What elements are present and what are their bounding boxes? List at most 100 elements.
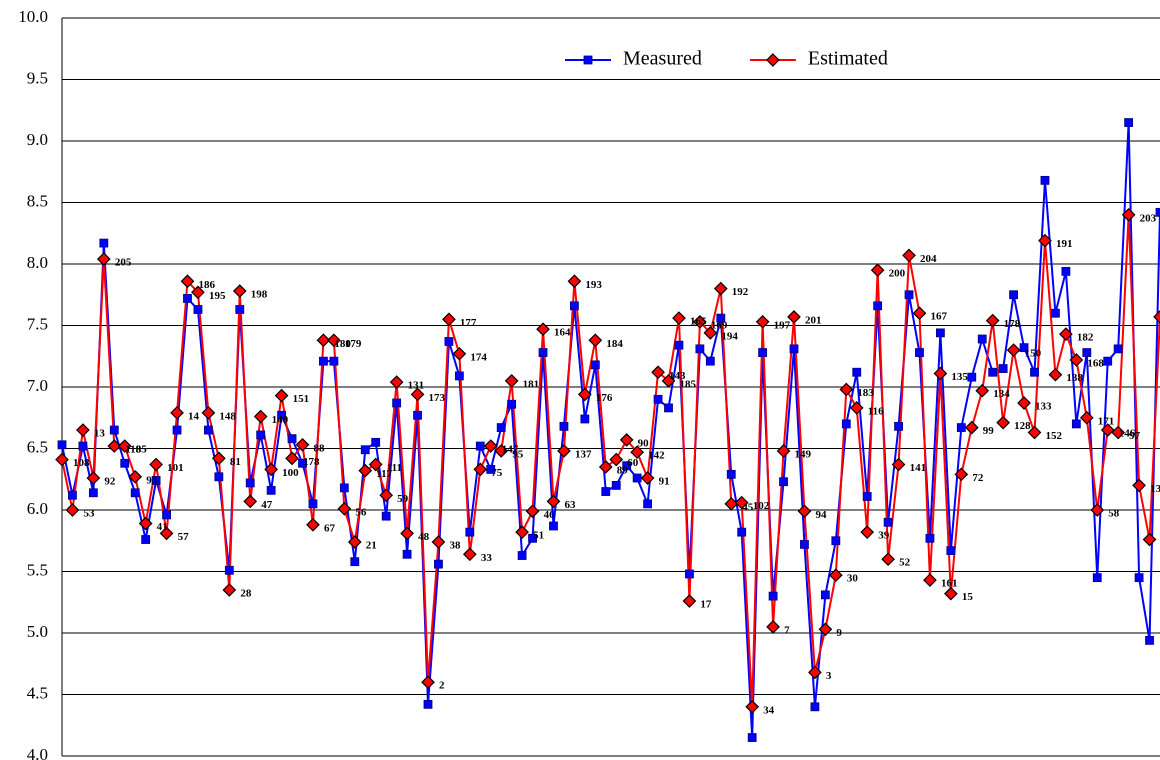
marker [327, 333, 341, 348]
marker [567, 274, 582, 289]
marker [808, 665, 822, 680]
point-label: 45 [742, 501, 754, 513]
marker [588, 333, 603, 348]
y-tick-label: 8.0 [27, 253, 48, 272]
series-line [61, 214, 1160, 707]
point-label: 150 [1025, 348, 1042, 360]
marker [1079, 410, 1094, 425]
y-tick-label: 7.5 [27, 314, 48, 333]
point-label: 117 [376, 468, 392, 480]
marker [766, 53, 780, 67]
point-label: 132 [1150, 483, 1160, 495]
point-label: 67 [324, 522, 336, 534]
marker [347, 535, 362, 549]
point-label: 89 [617, 464, 629, 476]
marker [212, 451, 226, 466]
marker [944, 586, 958, 601]
point-label: 38 [449, 540, 461, 552]
marker [870, 263, 885, 277]
marker [818, 622, 833, 637]
marker [643, 499, 652, 509]
marker [590, 360, 600, 370]
point-label: 191 [1056, 238, 1073, 250]
marker [998, 364, 1008, 373]
marker [546, 494, 561, 509]
marker [828, 568, 843, 583]
marker [902, 248, 916, 263]
point-label: 101 [167, 462, 184, 474]
marker [766, 620, 780, 634]
marker [1061, 266, 1071, 276]
marker [964, 420, 979, 435]
marker [580, 414, 590, 424]
point-label: 146 [1119, 428, 1136, 440]
point-label: 102 [753, 500, 770, 512]
marker [1038, 233, 1052, 248]
point-label: 165 [690, 316, 707, 328]
marker [1124, 118, 1134, 127]
point-label: 75 [491, 467, 503, 479]
marker [360, 445, 370, 455]
marker [1103, 356, 1113, 366]
marker [933, 366, 948, 381]
point-labels: 1085313922051188593411015714186195148812… [73, 212, 1160, 716]
marker [758, 348, 768, 357]
marker [222, 583, 237, 597]
marker [904, 290, 914, 300]
marker [1019, 343, 1029, 353]
marker [421, 675, 435, 690]
marker [285, 451, 299, 466]
point-label: 34 [763, 704, 775, 716]
marker [452, 346, 467, 361]
point-label: 91 [659, 476, 670, 488]
point-label: 7 [784, 624, 790, 636]
marker [653, 394, 663, 404]
marker [1017, 396, 1031, 410]
marker [1006, 343, 1021, 357]
marker [371, 437, 381, 447]
point-label: 177 [460, 317, 477, 329]
point-label: 53 [83, 508, 95, 520]
marker [444, 337, 454, 346]
marker [483, 439, 498, 453]
marker [337, 501, 352, 516]
marker [609, 452, 624, 467]
point-label: 201 [805, 314, 822, 326]
point-label: 168 [1087, 357, 1104, 369]
marker [956, 423, 966, 432]
legend: Measured Estimated [565, 48, 888, 70]
marker [1082, 348, 1092, 357]
marker [1059, 327, 1073, 341]
marker [703, 326, 718, 340]
point-label: 39 [878, 530, 890, 542]
marker [745, 699, 760, 714]
marker [873, 301, 883, 311]
marker [358, 463, 373, 478]
marker [1132, 478, 1146, 493]
marker [831, 536, 841, 546]
marker [682, 594, 697, 608]
point-label: 178 [1004, 318, 1021, 330]
point-label: 28 [240, 587, 252, 599]
marker [57, 440, 67, 450]
point-label: 137 [575, 448, 592, 460]
marker [350, 557, 360, 567]
point-label: 205 [115, 257, 132, 269]
marker [475, 441, 485, 451]
marker [1145, 635, 1154, 645]
point-label: 128 [1014, 420, 1031, 432]
marker [138, 516, 153, 531]
y-tick-label: 4.0 [27, 745, 48, 760]
marker [454, 371, 464, 381]
point-label: 46 [544, 509, 556, 521]
marker [768, 591, 778, 601]
markers [55, 118, 1160, 742]
marker [536, 322, 550, 337]
marker [78, 441, 88, 451]
marker [434, 559, 443, 569]
point-label: 141 [910, 462, 927, 474]
marker [235, 305, 245, 314]
point-label: 88 [314, 442, 326, 454]
marker [253, 409, 268, 424]
point-label: 30 [847, 573, 859, 585]
